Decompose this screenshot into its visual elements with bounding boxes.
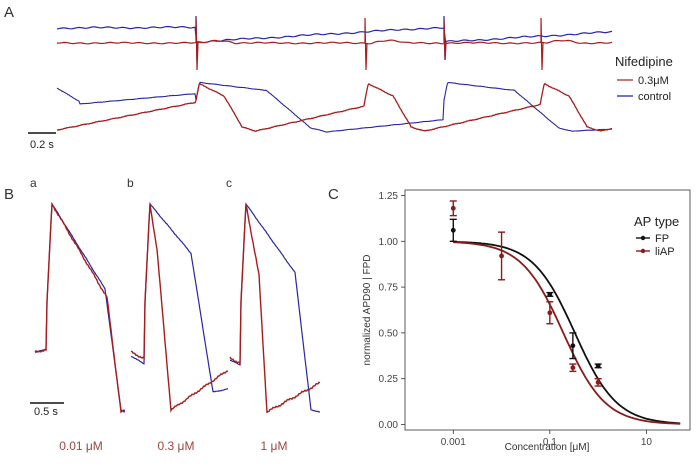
data-point-liap <box>595 379 601 385</box>
panel-a-traces <box>56 15 613 133</box>
panel-a-legend-title: Nifedipine <box>615 54 673 69</box>
panel-b-sub-b: b <box>127 176 134 190</box>
y-tick-label: 0.00 <box>379 420 399 431</box>
data-point-fp <box>595 363 601 369</box>
legend-label-treated: 0.3μM <box>638 75 669 87</box>
data-point-liap <box>450 205 456 211</box>
panel-b-a-control-trace <box>34 201 126 412</box>
y-axis-title: normalized APD90 | FPD <box>362 255 373 366</box>
panel-a-scale-label: 0.2 s <box>30 139 54 151</box>
y-axis: 0.00 0.25 0.50 0.75 1.00 1.25 <box>379 191 405 431</box>
panel-b-label: B <box>4 186 14 203</box>
y-tick-label: 0.75 <box>379 283 399 294</box>
panel-b-scale-label: 0.5 s <box>34 406 58 418</box>
y-tick-label: 0.50 <box>379 328 399 339</box>
panel-b-conc-b: 0.3 μM <box>158 439 195 453</box>
panel-b-c-control-trace <box>230 202 321 413</box>
panel-b-a-treated-trace <box>34 202 126 414</box>
panel-b-sub-a: a <box>30 176 37 190</box>
fit-curves <box>453 241 681 425</box>
panel-a-fp-control-trace <box>56 15 613 61</box>
plot-frame <box>404 189 691 431</box>
panel-a-legend: Nifedipine 0.3μM control <box>615 54 673 103</box>
legend-marker-fp <box>640 235 646 241</box>
x-tick-label: 0.001 <box>441 437 466 448</box>
x-axis-title: Concentration [μM] <box>505 442 590 453</box>
legend-label-control: control <box>638 91 671 103</box>
panel-b-conc-a: 0.01 μM <box>59 439 103 453</box>
panel-a-label: A <box>4 4 14 21</box>
data-points <box>449 200 602 387</box>
data-point-fp <box>570 343 576 349</box>
panel-c-label: C <box>328 186 339 203</box>
fit-curve-fp <box>453 241 681 425</box>
panel-b-sub-c: c <box>226 176 232 190</box>
fit-curve-liap <box>453 241 681 425</box>
panel-b-b-treated-trace <box>130 204 229 413</box>
panel-c-chart: 0.00 0.25 0.50 0.75 1.00 1.25 0.001 0.1 10 Conc… <box>362 189 691 453</box>
panel-a-ap-treated-trace <box>56 82 612 132</box>
panel-a-ap-control-trace <box>56 81 612 133</box>
panel-c-legend-title: AP type <box>634 214 679 229</box>
data-point-liap <box>547 310 553 316</box>
data-point-fp <box>450 227 456 233</box>
y-tick-label: 1.25 <box>379 191 399 202</box>
legend-marker-liap <box>640 248 646 254</box>
data-point-liap <box>499 253 504 259</box>
data-point-fp <box>547 292 553 297</box>
data-point-liap <box>570 365 576 371</box>
x-axis: 0.001 0.1 10 <box>441 430 653 448</box>
y-tick-label: 0.25 <box>379 374 399 385</box>
x-tick-label: 0.1 <box>543 437 557 448</box>
panel-a-fp-treated-trace <box>57 17 613 71</box>
legend-label-fp: FP <box>655 233 669 245</box>
x-tick-label: 10 <box>641 437 653 448</box>
legend-label-liap: liAP <box>655 246 675 258</box>
panel-b-conc-c: 1 μM <box>261 439 288 453</box>
panel-b-traces <box>34 201 321 414</box>
panel-b-c-treated-trace <box>229 204 321 414</box>
y-tick-label: 1.00 <box>379 237 399 248</box>
